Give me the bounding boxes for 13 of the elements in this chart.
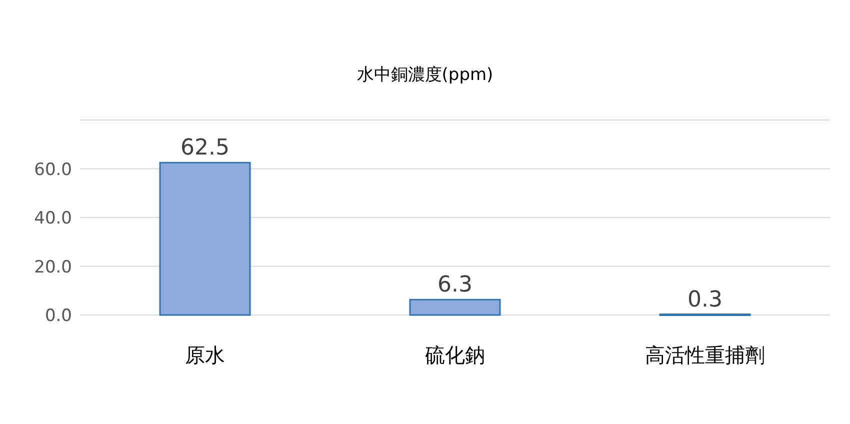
x-tick-label: 硫化鈉 bbox=[425, 343, 485, 367]
data-label: 62.5 bbox=[180, 136, 230, 161]
x-tick-label: 原水 bbox=[185, 343, 225, 367]
y-tick-label: 60.0 bbox=[34, 160, 72, 180]
y-tick-label: 20.0 bbox=[34, 257, 72, 278]
data-label: 6.3 bbox=[438, 272, 472, 298]
bar bbox=[409, 298, 501, 316]
y-tick-label: 40.0 bbox=[34, 208, 72, 228]
x-tick-label: 高活性重捕劑 bbox=[645, 343, 765, 367]
y-tick-label: 0.0 bbox=[44, 306, 72, 326]
bar bbox=[159, 162, 251, 316]
data-label: 0.3 bbox=[688, 287, 722, 312]
chart-title: 水中銅濃度(ppm) bbox=[356, 65, 494, 85]
